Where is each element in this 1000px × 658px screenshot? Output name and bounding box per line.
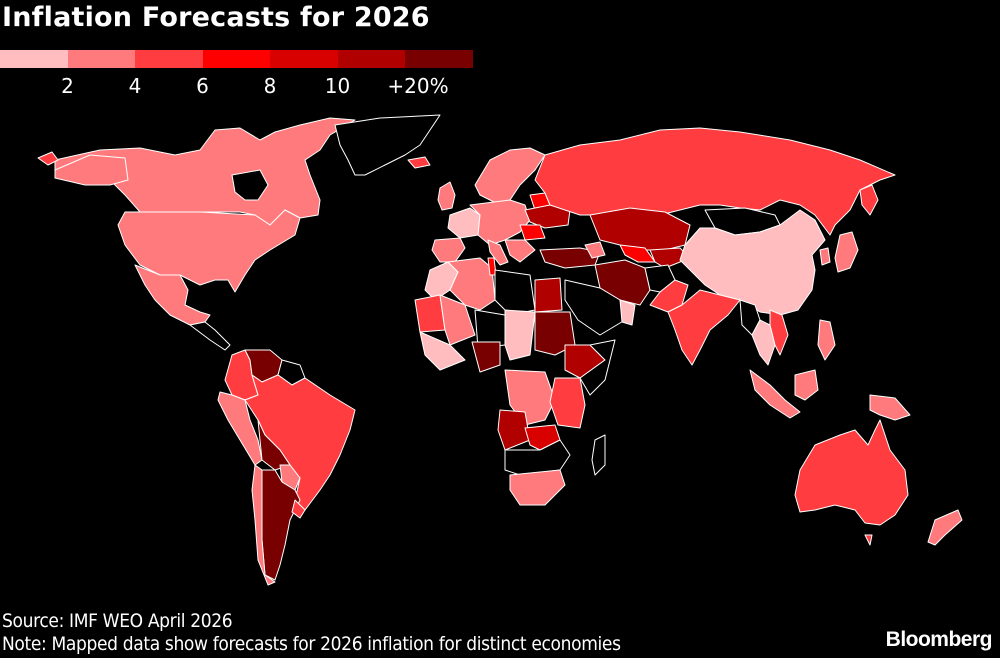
region-united-states bbox=[117, 209, 301, 293]
region-west-africa bbox=[419, 331, 466, 371]
region-uzbekistan bbox=[619, 244, 656, 263]
region-iceland bbox=[407, 156, 431, 169]
region-caucasus bbox=[584, 241, 606, 259]
region-russia bbox=[534, 127, 896, 236]
region-central-america bbox=[189, 321, 231, 351]
region-balkans bbox=[504, 239, 536, 263]
legend-label: 6 bbox=[196, 74, 209, 98]
region-chile bbox=[251, 464, 276, 586]
region-libya bbox=[494, 269, 536, 316]
bloomberg-logo: Bloomberg bbox=[885, 628, 993, 651]
region-southern-africa-nodata bbox=[504, 439, 571, 476]
region-india bbox=[667, 289, 741, 366]
region-china bbox=[679, 209, 826, 316]
region-new-zealand bbox=[927, 509, 963, 546]
region-uk-ireland bbox=[437, 181, 456, 211]
region-egypt bbox=[534, 277, 563, 313]
region-central-asia-other bbox=[649, 247, 691, 269]
region-korea bbox=[819, 247, 831, 266]
region-somalia bbox=[579, 339, 616, 396]
region-nigeria bbox=[471, 341, 501, 373]
source-text: Source: IMF WEO April 2026 bbox=[2, 610, 233, 632]
legend-bin-0 bbox=[0, 50, 68, 68]
region-kazakhstan bbox=[589, 207, 691, 251]
legend-label: +20% bbox=[387, 74, 449, 98]
region-uruguay bbox=[291, 499, 306, 519]
note-text: Note: Mapped data show forecasts for 202… bbox=[2, 633, 621, 655]
region-australia bbox=[794, 419, 909, 526]
region-chad bbox=[504, 309, 536, 361]
region-italy bbox=[487, 239, 509, 266]
legend-bin-3 bbox=[202, 50, 271, 68]
region-chukotka-east bbox=[37, 151, 59, 166]
region-borneo bbox=[794, 369, 819, 401]
region-central-europe bbox=[469, 199, 531, 246]
world-map bbox=[37, 114, 963, 586]
legend-bin-6 bbox=[405, 50, 474, 68]
region-angola bbox=[497, 409, 531, 451]
region-japan bbox=[834, 231, 859, 273]
region-hudson-bay bbox=[231, 169, 269, 201]
legend-label: 8 bbox=[263, 74, 277, 98]
region-south-africa bbox=[509, 469, 566, 506]
region-iberia bbox=[431, 237, 466, 263]
region-oman bbox=[619, 299, 636, 326]
legend-label: 4 bbox=[128, 74, 142, 98]
region-kenya-tanzania bbox=[549, 377, 586, 429]
legend-labels: 2 4 6 8 10 +20% bbox=[0, 74, 473, 98]
region-mexico bbox=[134, 264, 211, 326]
region-indonesia bbox=[749, 369, 801, 419]
region-france bbox=[447, 207, 481, 239]
region-romania bbox=[519, 224, 546, 241]
legend-bin-4 bbox=[270, 50, 338, 68]
chart-title: Inflation Forecasts for 2026 bbox=[2, 2, 430, 33]
region-kamchatka bbox=[859, 184, 879, 216]
region-madagascar bbox=[591, 434, 606, 476]
region-algeria bbox=[447, 257, 496, 311]
legend-label: 2 bbox=[61, 74, 74, 98]
legend-bin-1 bbox=[67, 50, 136, 68]
region-vietnam bbox=[769, 309, 789, 356]
region-png bbox=[869, 394, 911, 421]
region-alaska bbox=[54, 154, 129, 186]
legend-bin-5 bbox=[337, 50, 406, 68]
region-greenland bbox=[334, 114, 441, 176]
color-legend bbox=[0, 50, 474, 68]
region-mali bbox=[439, 294, 476, 346]
region-philippines bbox=[817, 319, 836, 361]
region-scandinavia bbox=[474, 147, 546, 206]
legend-bin-2 bbox=[135, 50, 203, 68]
region-saudi-arabia bbox=[564, 279, 626, 336]
legend-label: 10 bbox=[324, 74, 351, 98]
region-tasmania bbox=[864, 534, 873, 546]
